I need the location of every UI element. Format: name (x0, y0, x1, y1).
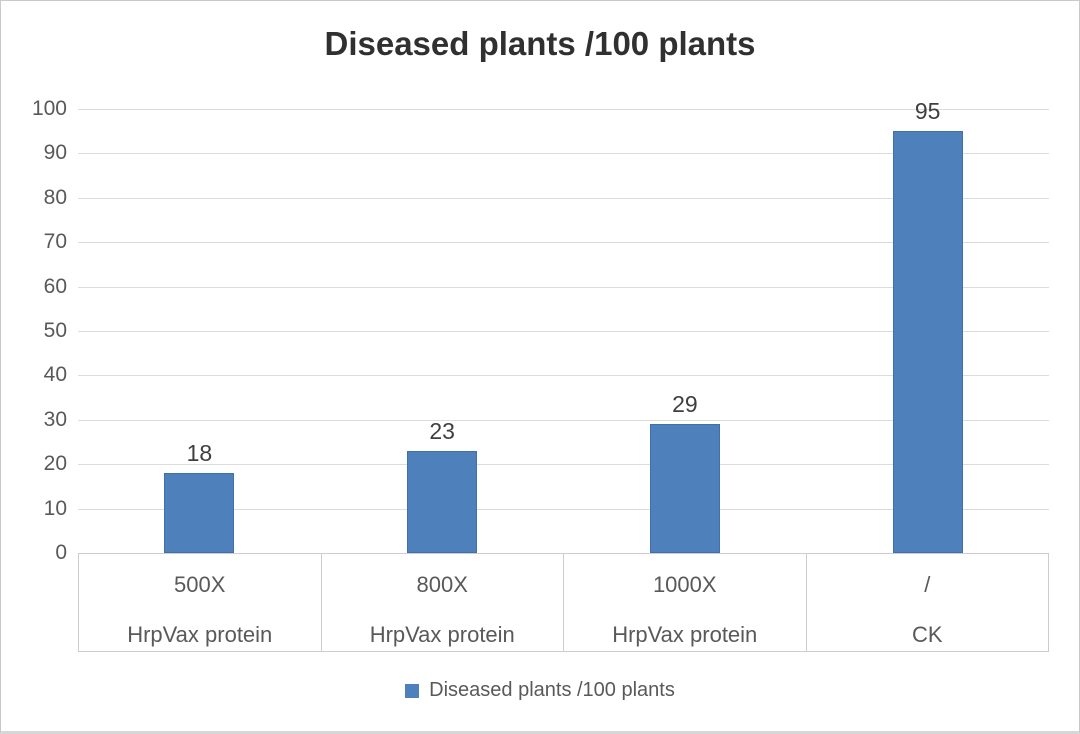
category-group-label: HrpVax protein (369, 622, 515, 647)
legend-swatch-icon (405, 683, 420, 698)
bar-value-label: 18 (186, 440, 213, 467)
y-tick-label: 90 (43, 141, 67, 165)
gridline (78, 375, 1049, 377)
gridline (78, 286, 1049, 288)
gridline (78, 331, 1049, 332)
plot-area: 0 10 20 30 40 50 60 70 80 90 100 18 23 29 95 (32, 98, 1049, 564)
y-tick-label: 40 (43, 363, 67, 387)
category-cell: 500X HrpVax protein (79, 554, 322, 651)
y-tick-label: 50 (43, 319, 67, 342)
chart-title: Diseased plants /100 plants (324, 25, 756, 62)
bar (164, 473, 235, 553)
bar (407, 450, 478, 553)
gridline (78, 153, 1049, 155)
gridline (78, 508, 1049, 510)
gridline (78, 464, 1049, 466)
category-axis-table: 500X HrpVax protein 800X HrpVax protein 1000… (78, 553, 1049, 652)
category-dilution-label: 800X (416, 572, 468, 597)
y-tick-label: 30 (43, 407, 67, 431)
category-cell: 1000X HrpVax protein (564, 554, 807, 651)
gridline (78, 197, 1049, 199)
legend-label: Diseased plants /100 plants (429, 679, 675, 701)
category-group-label: HrpVax protein (612, 622, 758, 647)
bar (892, 131, 963, 553)
y-tick-label: 10 (43, 496, 67, 520)
bar-value-label: 23 (429, 417, 455, 444)
category-cell: / CK (807, 554, 1049, 651)
category-group-label: HrpVax protein (127, 622, 273, 647)
gridline (78, 109, 1049, 110)
y-tick-label: 80 (43, 185, 67, 209)
gridline (78, 242, 1049, 244)
y-tick-label: 100 (31, 97, 67, 120)
bar (649, 424, 720, 553)
category-group-label: CK (911, 622, 943, 647)
category-cell: 800X HrpVax protein (322, 554, 564, 651)
y-tick-label: 60 (43, 274, 67, 298)
y-tick-label: 70 (43, 230, 67, 254)
category-dilution-label: / (924, 572, 931, 597)
y-tick-label: 0 (55, 541, 67, 564)
bar-value-label: 95 (914, 98, 941, 125)
y-tick-label: 20 (43, 452, 67, 476)
legend: Diseased plants /100 plants (1, 679, 1079, 702)
category-dilution-label: 500X (174, 572, 226, 597)
bar-value-label: 29 (672, 391, 698, 418)
category-dilution-label: 1000X (652, 572, 717, 597)
gridline (78, 419, 1049, 421)
